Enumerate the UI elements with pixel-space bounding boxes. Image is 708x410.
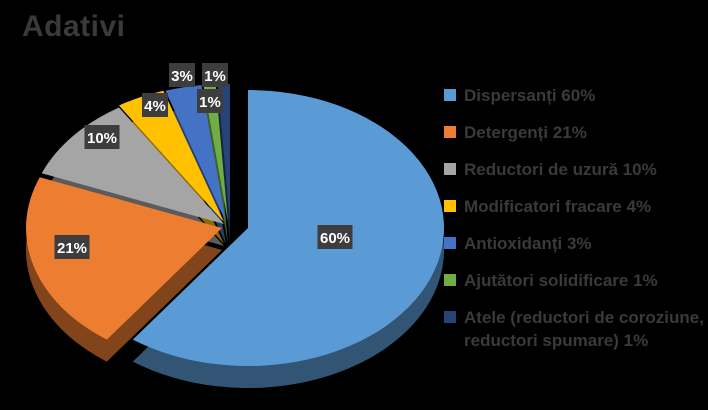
svg-text:10%: 10% <box>87 130 117 147</box>
data-label-1: 60% <box>317 225 353 249</box>
data-label-2: 21% <box>54 235 90 259</box>
svg-text:4%: 4% <box>144 98 166 115</box>
legend-swatch <box>444 200 456 212</box>
legend-item-7: Atele (reductori de coroziune, reductori… <box>444 306 704 352</box>
pie-slice-4 <box>118 90 224 222</box>
svg-text:3%: 3% <box>171 68 193 85</box>
data-label-5: 3% <box>169 63 195 87</box>
svg-text:21%: 21% <box>57 240 87 257</box>
legend-swatch <box>444 311 456 323</box>
pie-slice-6 <box>203 84 228 222</box>
legend-swatch <box>444 237 456 249</box>
svg-text:1%: 1% <box>199 94 221 111</box>
legend-item-2: Detergenți 21% <box>444 121 704 144</box>
data-label-4: 4% <box>142 93 168 117</box>
legend-item-5: Antioxidanți 3% <box>444 232 704 255</box>
legend-label: Reductori de uzură 10% <box>464 160 657 179</box>
legend-swatch <box>444 126 456 138</box>
data-label-6: 1% <box>202 63 228 87</box>
chart-legend: Dispersanți 60% Detergenți 21% Reductori d… <box>444 84 704 366</box>
legend-swatch <box>444 163 456 175</box>
pie-slice-5 <box>165 85 226 223</box>
legend-label: Atele (reductori de coroziune, reductori… <box>464 308 704 350</box>
legend-swatch <box>444 89 456 101</box>
chart-title: Adativi <box>22 10 126 43</box>
legend-item-1: Dispersanți 60% <box>444 84 704 107</box>
svg-text:60%: 60% <box>320 230 350 247</box>
legend-label: Dispersanți 60% <box>464 86 596 105</box>
data-label-3: 10% <box>84 125 120 149</box>
svg-text:1%: 1% <box>204 68 226 85</box>
legend-item-3: Reductori de uzură 10% <box>444 158 704 181</box>
pie-slice-2 <box>25 177 223 340</box>
legend-swatch <box>444 274 456 286</box>
legend-label: Antioxidanți 3% <box>464 234 592 253</box>
legend-label: Detergenți 21% <box>464 123 587 142</box>
legend-item-6: Ajutători solidificare 1% <box>444 269 704 292</box>
legend-label: Ajutători solidificare 1% <box>464 271 658 290</box>
data-label-7: 1% <box>197 89 223 113</box>
pie-slice-7 <box>217 84 230 222</box>
legend-item-4: Modificatori fracare 4% <box>444 195 704 218</box>
pie-slice-1 <box>132 90 445 366</box>
legend-label: Modificatori fracare 4% <box>464 197 652 216</box>
